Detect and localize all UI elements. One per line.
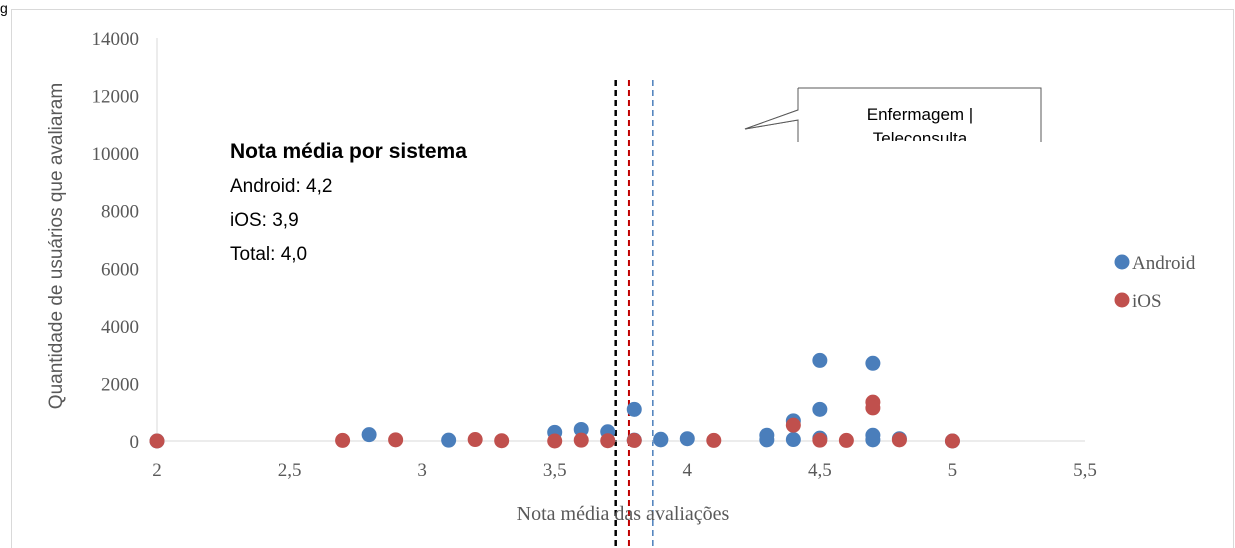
legend-label-ios: iOS [1132, 291, 1162, 312]
legend-label-android: Android [1132, 253, 1196, 274]
android-point [812, 401, 828, 417]
android-point [361, 427, 377, 443]
x-tick-label: 2,5 [278, 460, 302, 481]
ios-point [335, 432, 351, 448]
android-point [441, 432, 457, 448]
ios-point [865, 400, 881, 416]
ios-point [149, 433, 165, 449]
ios-point [706, 432, 722, 448]
y-tick-label: 4000 [101, 317, 139, 338]
axes [156, 38, 1085, 442]
x-tick-label: 3 [417, 460, 427, 481]
x-tick-label: 4 [683, 460, 693, 481]
legend-marker-ios [1114, 292, 1130, 308]
android-point [626, 401, 642, 417]
annotation-title: Nota média por sistema [230, 140, 467, 163]
data-points [149, 352, 960, 449]
y-axis-title: Quantidade de usuários que avaliaram [46, 83, 67, 409]
ios-point [388, 432, 404, 448]
android-point [653, 432, 669, 448]
mean-annotation: Nota média por sistema Android: 4,2 iOS:… [230, 140, 467, 265]
callout-text: Enfermagem | [867, 105, 973, 124]
x-tick-label: 5,5 [1073, 460, 1097, 481]
ios-point [573, 432, 589, 448]
y-tick-label: 10000 [92, 144, 140, 165]
legend: Android iOS [1114, 253, 1196, 312]
y-tick-label: 2000 [101, 374, 139, 395]
y-tick-label: 6000 [101, 259, 139, 280]
ios-point [467, 432, 483, 448]
android-point [812, 352, 828, 368]
ios-point [891, 432, 907, 448]
android-point [865, 432, 881, 448]
ios-point [626, 432, 642, 448]
chart-border [11, 9, 1234, 548]
ios-point [547, 433, 563, 449]
android-point [679, 431, 695, 447]
figure-corner-label: g [0, 0, 8, 16]
x-tick-label: 5 [948, 460, 958, 481]
android-point [573, 421, 589, 437]
x-tick-label: 2 [152, 460, 162, 481]
legend-marker-android [1114, 254, 1130, 270]
callout: Enfermagem | Teleconsulta [744, 87, 1042, 148]
ios-point [494, 433, 510, 449]
y-tick-label: 8000 [101, 202, 139, 223]
annotation-line-ios: iOS: 3,9 [230, 210, 299, 231]
y-tick-labels: 0 2000 4000 6000 8000 10000 12000 14000 [92, 29, 140, 453]
ios-point [785, 417, 801, 433]
ios-point [600, 433, 616, 449]
android-point [759, 432, 775, 448]
callout-cut-text: Teleconsulta [873, 129, 968, 148]
annotation-line-android: Android: 4,2 [230, 176, 332, 197]
y-tick-label: 14000 [92, 29, 140, 50]
android-point [785, 432, 801, 448]
android-point [865, 355, 881, 371]
ios-point [944, 433, 960, 449]
x-tick-labels: 2 2,5 3 3,5 4 4,5 5 5,5 [152, 460, 1097, 481]
annotation-line-total: Total: 4,0 [230, 244, 307, 265]
x-axis-title: Nota média das avaliações [517, 503, 730, 525]
x-tick-label: 4,5 [808, 460, 832, 481]
y-tick-label: 12000 [92, 87, 140, 108]
x-tick-label: 3,5 [543, 460, 567, 481]
y-tick-label: 0 [130, 432, 140, 453]
mean-lines [614, 80, 654, 548]
ios-point [812, 432, 828, 448]
ios-point [838, 432, 854, 448]
